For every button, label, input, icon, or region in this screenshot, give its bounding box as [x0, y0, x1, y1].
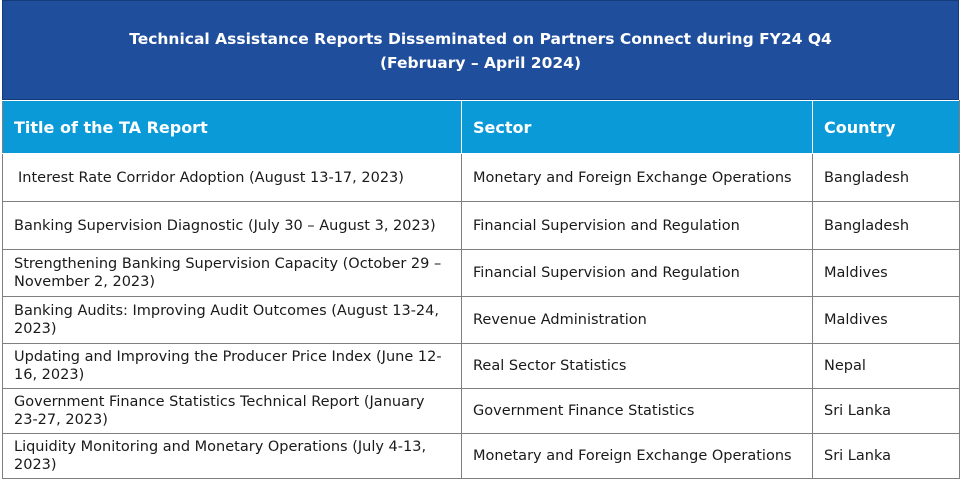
- report-title-cell: Updating and Improving the Producer Pric…: [2, 343, 462, 389]
- table-title: Technical Assistance Reports Disseminate…: [129, 30, 832, 48]
- table-title-banner: Technical Assistance Reports Disseminate…: [2, 0, 959, 100]
- table-row: Strengthening Banking Supervision Capaci…: [2, 249, 960, 297]
- country-cell: Maldives: [812, 249, 960, 297]
- report-title-cell: Strengthening Banking Supervision Capaci…: [2, 249, 462, 297]
- column-header-title: Title of the TA Report: [2, 100, 462, 154]
- sector-cell: Monetary and Foreign Exchange Operations: [461, 433, 813, 479]
- country-cell: Sri Lanka: [812, 433, 960, 479]
- table-header-row: Title of the TA Report Sector Country: [2, 100, 960, 154]
- table-row: Banking Audits: Improving Audit Outcomes…: [2, 296, 960, 344]
- ta-reports-table: Title of the TA Report Sector Country In…: [2, 100, 960, 479]
- sector-cell: Monetary and Foreign Exchange Operations: [461, 153, 813, 202]
- sector-cell: Real Sector Statistics: [461, 343, 813, 389]
- table-row: Interest Rate Corridor Adoption (August …: [2, 153, 960, 202]
- sector-cell: Financial Supervision and Regulation: [461, 249, 813, 297]
- country-cell: Maldives: [812, 296, 960, 344]
- country-cell: Nepal: [812, 343, 960, 389]
- table-subtitle-period: (February – April 2024): [379, 54, 582, 72]
- table-row: Government Finance Statistics Technical …: [2, 388, 960, 434]
- country-cell: Bangladesh: [812, 201, 960, 250]
- country-cell: Bangladesh: [812, 153, 960, 202]
- column-header-country: Country: [812, 100, 960, 154]
- table-row: Banking Supervision Diagnostic (July 30 …: [2, 201, 960, 250]
- report-title-cell: Liquidity Monitoring and Monetary Operat…: [2, 433, 462, 479]
- report-title-cell: Banking Audits: Improving Audit Outcomes…: [2, 296, 462, 344]
- table-row: Liquidity Monitoring and Monetary Operat…: [2, 433, 960, 479]
- column-header-sector: Sector: [461, 100, 813, 154]
- sector-cell: Government Finance Statistics: [461, 388, 813, 434]
- report-title-cell: Banking Supervision Diagnostic (July 30 …: [2, 201, 462, 250]
- sector-cell: Revenue Administration: [461, 296, 813, 344]
- country-cell: Sri Lanka: [812, 388, 960, 434]
- report-title-cell: Interest Rate Corridor Adoption (August …: [2, 153, 462, 202]
- table-row: Updating and Improving the Producer Pric…: [2, 343, 960, 389]
- sector-cell: Financial Supervision and Regulation: [461, 201, 813, 250]
- report-title-cell: Government Finance Statistics Technical …: [2, 388, 462, 434]
